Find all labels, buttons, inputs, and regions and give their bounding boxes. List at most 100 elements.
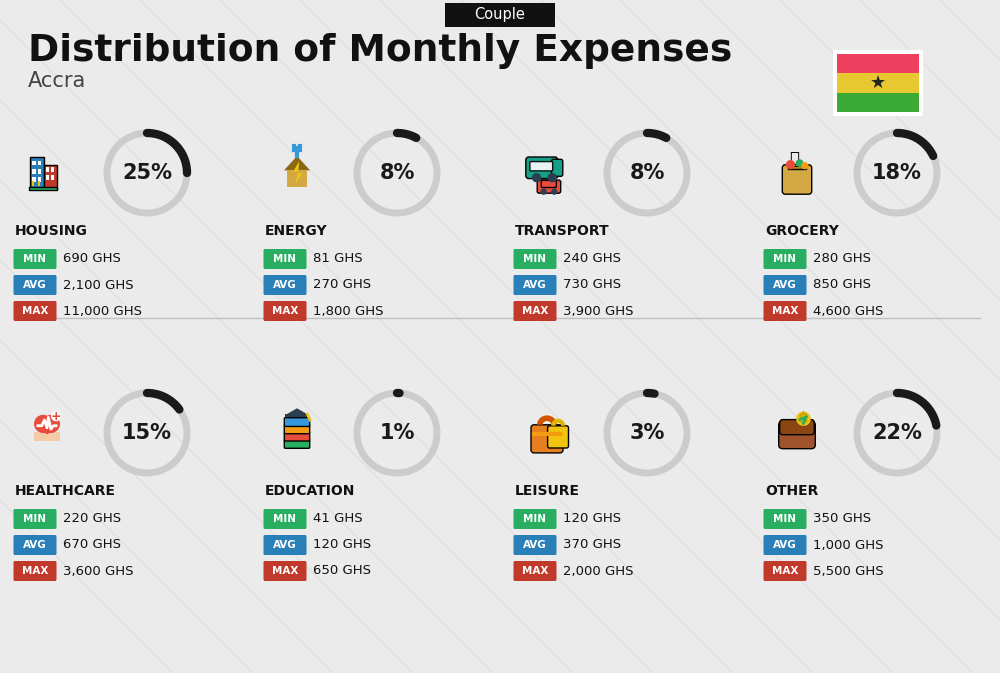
Text: 1,000 GHS: 1,000 GHS [813,538,884,551]
Text: +: + [51,410,61,423]
FancyBboxPatch shape [514,249,556,269]
Text: 11,000 GHS: 11,000 GHS [63,304,142,318]
FancyBboxPatch shape [514,275,556,295]
FancyBboxPatch shape [29,187,57,190]
FancyBboxPatch shape [531,425,563,453]
Text: HEALTHCARE: HEALTHCARE [15,484,116,498]
FancyBboxPatch shape [837,93,919,112]
Text: MIN: MIN [524,514,546,524]
Polygon shape [293,162,302,184]
FancyBboxPatch shape [14,249,56,269]
Text: MIN: MIN [774,254,796,264]
Text: 18%: 18% [872,163,922,183]
Text: TRANSPORT: TRANSPORT [515,224,610,238]
FancyBboxPatch shape [264,535,306,555]
FancyBboxPatch shape [264,561,306,581]
FancyBboxPatch shape [764,561,806,581]
FancyBboxPatch shape [764,275,806,295]
Text: MIN: MIN [24,514,46,524]
Text: MAX: MAX [272,306,298,316]
Text: 690 GHS: 690 GHS [63,252,121,266]
Bar [38,161,41,165]
Text: AVG: AVG [23,280,47,290]
Circle shape [34,415,52,433]
Circle shape [786,160,795,170]
Text: 3,900 GHS: 3,900 GHS [563,304,634,318]
FancyBboxPatch shape [537,180,561,193]
FancyBboxPatch shape [833,50,923,116]
Circle shape [42,415,60,433]
FancyBboxPatch shape [837,73,919,93]
Text: 4,600 GHS: 4,600 GHS [813,304,883,318]
FancyBboxPatch shape [44,165,57,188]
Text: ENERGY: ENERGY [265,224,328,238]
Circle shape [801,162,808,170]
Text: 730 GHS: 730 GHS [563,279,621,291]
Text: 3,600 GHS: 3,600 GHS [63,565,134,577]
FancyBboxPatch shape [284,432,310,441]
Text: AVG: AVG [523,280,547,290]
Bar [32,161,36,165]
Circle shape [796,411,811,426]
FancyBboxPatch shape [548,426,568,448]
Text: MAX: MAX [772,566,798,576]
FancyBboxPatch shape [264,509,306,529]
Text: 3%: 3% [629,423,665,443]
Bar [285,415,309,417]
FancyBboxPatch shape [14,301,56,321]
Text: EDUCATION: EDUCATION [265,484,355,498]
Text: 8%: 8% [629,163,665,183]
FancyBboxPatch shape [514,509,556,529]
Text: 8%: 8% [379,163,415,183]
Text: 280 GHS: 280 GHS [813,252,871,266]
Text: MIN: MIN [524,254,546,264]
Text: ★: ★ [870,74,886,92]
Bar [38,169,41,174]
Bar [287,170,307,187]
Text: 25%: 25% [122,163,172,183]
Text: 850 GHS: 850 GHS [813,279,871,291]
FancyBboxPatch shape [445,3,555,27]
FancyBboxPatch shape [284,439,310,448]
Text: MIN: MIN [274,514,296,524]
Text: 120 GHS: 120 GHS [313,538,371,551]
Text: MAX: MAX [522,306,548,316]
Text: 270 GHS: 270 GHS [313,279,371,291]
Text: 41 GHS: 41 GHS [313,513,363,526]
FancyBboxPatch shape [779,421,815,449]
FancyBboxPatch shape [788,164,806,169]
FancyBboxPatch shape [264,275,306,295]
Bar [51,176,54,180]
Text: OTHER: OTHER [765,484,818,498]
Text: 370 GHS: 370 GHS [563,538,621,551]
Text: 650 GHS: 650 GHS [313,565,371,577]
FancyBboxPatch shape [264,301,306,321]
Circle shape [540,188,547,195]
FancyBboxPatch shape [514,535,556,555]
Polygon shape [284,156,310,170]
Text: 220 GHS: 220 GHS [63,513,121,526]
FancyBboxPatch shape [541,180,556,188]
Polygon shape [35,428,59,434]
Text: 1%: 1% [379,423,415,443]
Text: 240 GHS: 240 GHS [563,252,621,266]
Text: Distribution of Monthly Expenses: Distribution of Monthly Expenses [28,33,732,69]
Text: MAX: MAX [772,306,798,316]
FancyBboxPatch shape [764,509,806,529]
Text: 350 GHS: 350 GHS [813,513,871,526]
Text: Accra: Accra [28,71,86,91]
Text: 🌿: 🌿 [789,149,799,168]
Circle shape [51,411,61,421]
FancyBboxPatch shape [30,157,44,188]
Bar [32,169,36,174]
Text: 5,500 GHS: 5,500 GHS [813,565,884,577]
FancyBboxPatch shape [514,301,556,321]
FancyBboxPatch shape [764,301,806,321]
Circle shape [548,173,557,182]
FancyBboxPatch shape [526,157,558,178]
FancyBboxPatch shape [14,275,56,295]
Bar [32,181,34,186]
FancyBboxPatch shape [552,160,563,176]
Bar [46,167,49,172]
Polygon shape [34,431,60,441]
